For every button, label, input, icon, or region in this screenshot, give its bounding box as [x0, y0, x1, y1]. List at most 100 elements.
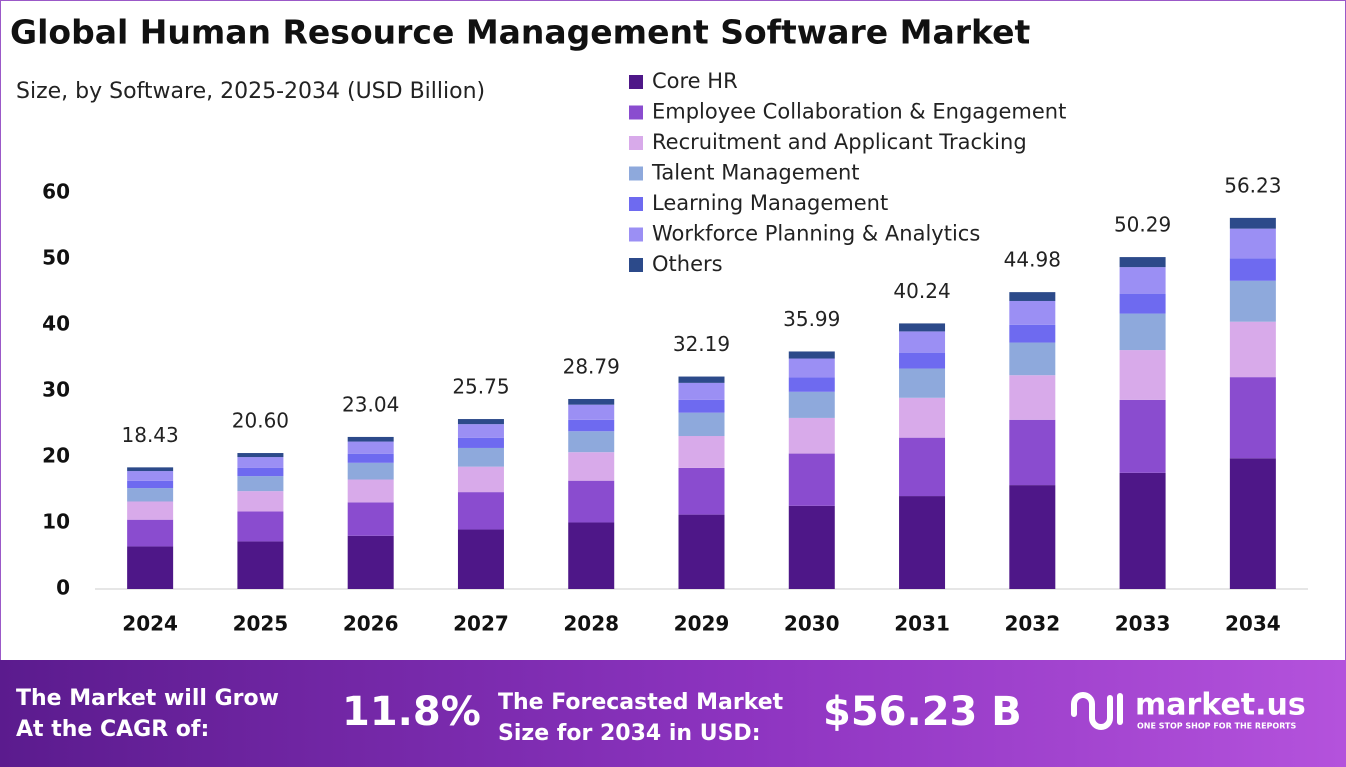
brand-logo: [1071, 692, 1123, 730]
total-label: 56.23: [1224, 173, 1281, 197]
bar-segment: [1009, 485, 1056, 589]
bar-segment: [678, 467, 725, 515]
bar-segment: [899, 397, 946, 438]
bar-segment: [347, 436, 394, 442]
legend-label: Talent Management: [651, 161, 860, 185]
bar-segment: [568, 398, 615, 405]
bar-segment: [1229, 280, 1276, 322]
bar-segment: [237, 467, 284, 477]
bar-segment: [237, 541, 284, 589]
legend-swatch: [629, 105, 643, 120]
bar-segment: [899, 496, 946, 589]
bar-segment: [1119, 472, 1166, 589]
bar-segment: [457, 466, 504, 493]
total-label: 28.79: [563, 354, 620, 378]
bar-segment: [237, 453, 284, 458]
bar-segment: [127, 501, 174, 520]
total-label: 44.98: [1004, 248, 1061, 272]
y-tick-label: 10: [42, 510, 70, 534]
footer-value: $56.23 B: [823, 689, 1022, 735]
chart-title: Global Human Resource Management Softwar…: [10, 13, 1031, 52]
bar-segment: [788, 391, 835, 418]
bar-segment: [568, 522, 615, 589]
bar-segment: [678, 382, 725, 400]
bar-segment: [788, 377, 835, 392]
bar-segment: [457, 419, 504, 425]
x-tick-label: 2028: [563, 612, 619, 636]
bar-segment: [237, 476, 284, 492]
bar-segment: [788, 417, 835, 454]
legend-swatch: [629, 197, 643, 211]
brand-name: market.us: [1135, 688, 1306, 723]
total-label: 25.75: [452, 375, 509, 399]
x-tick-label: 2024: [122, 612, 178, 636]
bar-segment: [678, 436, 725, 468]
bar-segment: [1119, 313, 1166, 351]
bar-segment: [678, 514, 725, 589]
bar-segment: [899, 352, 946, 369]
bar-segment: [1119, 257, 1166, 268]
bar-segment: [1229, 377, 1276, 459]
legend-swatch: [629, 227, 643, 242]
bar-segment: [347, 453, 394, 463]
y-tick-label: 50: [42, 246, 70, 270]
bar-segment: [237, 511, 284, 542]
total-label: 35.99: [783, 307, 840, 331]
bar-segment: [457, 424, 504, 438]
legend-swatch: [629, 75, 643, 89]
bar-segment: [1009, 300, 1056, 325]
x-tick-label: 2029: [674, 612, 730, 636]
bar-segment: [457, 492, 504, 530]
x-tick-label: 2034: [1225, 612, 1281, 636]
legend-label: Workforce Planning & Analytics: [652, 222, 980, 246]
y-tick-label: 20: [42, 444, 70, 468]
footer-text: Size for 2034 in USD:: [498, 721, 761, 746]
bar-segment: [127, 471, 174, 481]
bar-segment: [127, 467, 174, 472]
bar-segment: [678, 399, 725, 413]
bar-segment: [347, 479, 394, 503]
bar-segment: [457, 529, 504, 589]
legend-swatch: [629, 136, 643, 150]
bar-segment: [1229, 217, 1276, 229]
bar-segment: [678, 412, 725, 437]
bar-segment: [1229, 458, 1276, 589]
x-tick-label: 2031: [894, 612, 950, 636]
bar-segment: [788, 453, 835, 506]
bar-segment: [347, 502, 394, 536]
chart-subtitle: Size, by Software, 2025-2034 (USD Billio…: [16, 79, 485, 104]
bar-segment: [899, 368, 946, 398]
legend-swatch: [629, 166, 643, 181]
bar-segment: [568, 419, 615, 432]
bar-segment: [237, 457, 284, 468]
bar-segment: [1119, 293, 1166, 314]
bar-segment: [788, 351, 835, 359]
bar-segment: [1229, 228, 1276, 259]
y-tick-label: 0: [56, 576, 70, 600]
bar-segment: [127, 546, 174, 589]
total-label: 18.43: [122, 423, 179, 447]
y-tick-label: 60: [42, 180, 70, 204]
y-tick-label: 40: [42, 312, 70, 336]
x-tick-label: 2032: [1004, 612, 1060, 636]
x-tick-label: 2025: [233, 612, 289, 636]
bar-segment: [127, 480, 174, 489]
footer-text: At the CAGR of:: [16, 717, 209, 742]
bar-segment: [568, 452, 615, 481]
bar-segment: [788, 358, 835, 378]
bar-segment: [127, 488, 174, 502]
x-tick-label: 2026: [343, 612, 399, 636]
legend-label: Employee Collaboration & Engagement: [652, 100, 1066, 124]
bar-segment: [237, 491, 284, 512]
bar-segment: [1009, 324, 1056, 343]
bar-segment: [457, 437, 504, 448]
bar-segment: [1119, 399, 1166, 473]
x-tick-label: 2033: [1115, 612, 1171, 636]
bar-segment: [899, 437, 946, 497]
bar-segment: [1119, 267, 1166, 294]
legend-label: Others: [652, 252, 723, 276]
bar-segment: [347, 441, 394, 454]
bar-segment: [568, 431, 615, 453]
